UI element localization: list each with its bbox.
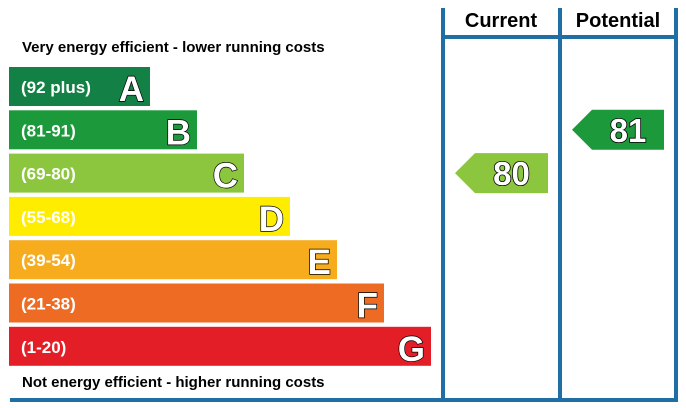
band-f: (21-38) F — [9, 283, 384, 326]
band-c-bar — [9, 153, 244, 193]
potential-rating-value: 81 — [610, 112, 647, 149]
bottom-caption: Not energy efficient - higher running co… — [22, 374, 325, 391]
band-d-bar — [9, 196, 290, 236]
current-rating-arrow: 80 — [455, 153, 548, 194]
band-b: (81-91) B — [9, 110, 197, 153]
band-f-bar — [9, 283, 384, 323]
current-rating-arrow-shape — [455, 153, 548, 194]
band-e: (39-54) E — [9, 240, 337, 283]
chart-frame — [10, 8, 678, 402]
potential-rating-arrow: 81 — [572, 109, 664, 150]
band-g: (1-20) G — [9, 326, 431, 369]
rating-bands: (92 plus) A(81-91) B(69-80) C(55-68) D(39-54… — [9, 67, 431, 369]
band-b-bar — [9, 110, 197, 150]
current-rating-value: 80 — [493, 155, 530, 192]
band-a: (92 plus) A — [9, 67, 150, 110]
band-c-range: (69-80) — [21, 165, 76, 184]
band-a-letter: A — [119, 70, 144, 109]
rating-indicators: 80 81 — [455, 109, 664, 194]
band-c-letter: C — [213, 157, 238, 196]
potential-column-header: Potential — [576, 10, 660, 32]
band-c: (69-80) C — [9, 153, 244, 196]
band-b-letter: B — [166, 113, 191, 152]
band-f-range: (21-38) — [21, 295, 76, 314]
band-d-letter: D — [259, 200, 284, 239]
band-f-letter: F — [357, 287, 378, 326]
potential-rating-arrow-shape — [572, 109, 664, 150]
band-e-range: (39-54) — [21, 251, 76, 270]
band-e-letter: E — [308, 243, 331, 282]
current-column-header: Current — [465, 10, 538, 32]
top-caption: Very energy efficient - lower running co… — [22, 39, 325, 56]
band-d-range: (55-68) — [21, 208, 76, 227]
band-b-range: (81-91) — [21, 121, 76, 140]
band-g-letter: G — [398, 330, 425, 369]
band-g-bar — [9, 326, 431, 366]
band-e-bar — [9, 240, 337, 280]
band-a-range: (92 plus) — [21, 78, 91, 97]
band-a-bar — [9, 67, 150, 106]
band-d: (55-68) D — [9, 196, 290, 240]
band-g-range: (1-20) — [21, 338, 66, 357]
